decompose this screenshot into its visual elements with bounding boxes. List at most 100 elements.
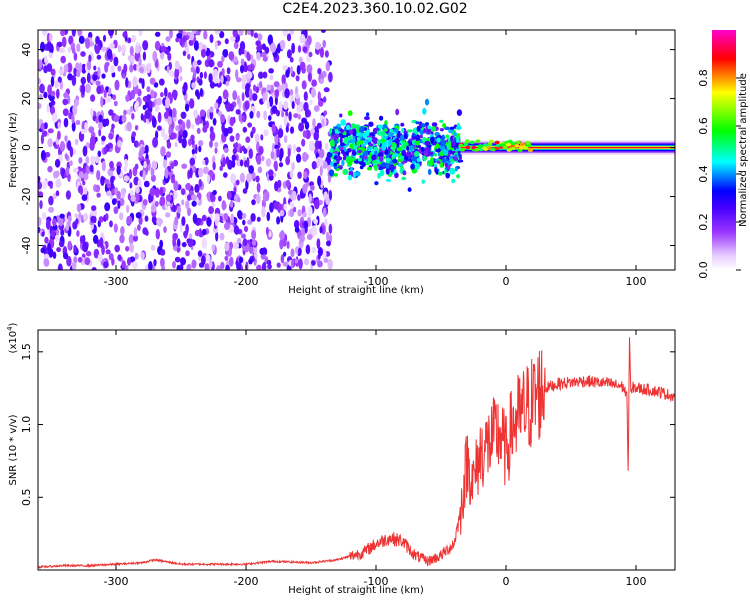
spectrogram-cell	[264, 90, 268, 102]
spectrogram-cell	[171, 132, 177, 140]
spectrogram-cell	[445, 172, 451, 179]
spectrogram-cell	[453, 156, 459, 161]
spectrogram-cell	[235, 179, 240, 186]
y-tick-label: 20	[20, 92, 33, 106]
spectrogram-cell	[225, 102, 231, 112]
spectrogram-cell	[214, 207, 221, 216]
spectrogram-cell	[456, 174, 461, 179]
spectrogram-cell	[101, 135, 106, 142]
spectrogram-cell	[385, 168, 390, 175]
spectrogram-cell	[101, 245, 105, 255]
spectrogram-cell	[60, 55, 66, 64]
spectrogram-cell	[149, 77, 156, 85]
spectrogram-cell	[295, 86, 299, 96]
spectrogram-cell	[360, 143, 366, 147]
spectrogram-cell	[371, 149, 375, 155]
y-tick-label: -40	[20, 237, 33, 255]
spectrogram-cell	[38, 102, 42, 110]
spectrogram-cell	[73, 244, 77, 254]
spectrogram-cell	[373, 146, 379, 151]
spectrogram-cell	[42, 30, 47, 37]
spectrogram-cell	[181, 129, 188, 139]
spectrogram-cell	[125, 77, 129, 88]
spectrogram-cell	[311, 79, 317, 87]
spectrogram-cell	[203, 166, 209, 175]
spectrogram-cell	[90, 107, 94, 118]
spectrogram-cell	[101, 46, 107, 52]
spectrogram-cell	[198, 78, 203, 86]
spectrogram-cell	[204, 263, 210, 270]
spectrogram-cell	[279, 151, 283, 162]
spectrogram-cell	[142, 227, 148, 235]
spectrogram-cell	[244, 160, 248, 168]
spectrogram-cell	[286, 49, 292, 59]
spectrogram-cell	[266, 211, 271, 222]
spectrogram-cell	[270, 150, 275, 160]
spectrogram-cell	[456, 109, 462, 116]
spectrogram-cell	[95, 35, 100, 45]
x-tick-label: -300	[104, 575, 129, 588]
spectrogram-cell	[156, 125, 162, 131]
spectrogram-cell	[345, 124, 351, 131]
spectrogram-cell	[89, 140, 95, 151]
spectrogram-cell	[64, 153, 68, 160]
spectrogram-cell	[421, 179, 425, 184]
spectrogram-cell	[100, 232, 105, 239]
spectrogram-cell	[205, 254, 211, 262]
spectrogram-cell	[137, 224, 141, 231]
snr-series-line	[38, 337, 675, 570]
spectrogram-cell	[180, 188, 186, 196]
spectrogram-cell	[178, 124, 182, 131]
spectrogram-cell	[239, 146, 243, 154]
spectrogram-cell	[160, 146, 166, 157]
spectrogram-cell	[59, 213, 65, 219]
spectrogram-cell	[193, 109, 199, 119]
spectrogram-cell	[129, 105, 134, 113]
spectrogram-cell	[120, 226, 125, 236]
spectrogram-cell	[240, 233, 246, 239]
spectrogram-cell	[140, 146, 146, 152]
spectrogram-cell	[416, 157, 421, 163]
spectrogram-cell	[436, 137, 441, 143]
spectrogram-cell	[433, 153, 438, 157]
spectrogram-cell	[359, 155, 364, 159]
spectrogram-cell	[347, 174, 353, 181]
spectrogram-cell	[307, 206, 313, 217]
spectrogram-cell	[91, 267, 97, 270]
spectrogram-cell	[510, 141, 516, 146]
spectrogram-cell	[427, 168, 432, 175]
spectrogram-cell	[357, 149, 363, 154]
spectrogram-cell	[237, 210, 243, 219]
spectrogram-cell	[274, 133, 279, 145]
spectrogram-cell	[44, 55, 48, 64]
spectrogram-cell	[223, 213, 229, 221]
spectrogram-cell	[435, 143, 440, 149]
spectrogram-cell	[435, 168, 439, 175]
spectrogram-cell	[133, 227, 138, 237]
spectrogram-cell	[63, 64, 69, 73]
spectrogram-cell	[289, 89, 294, 96]
spectrogram-cell	[350, 123, 356, 129]
spectrogram-cell	[69, 160, 73, 167]
spectrogram-cell	[189, 157, 196, 166]
spectrogram-cell	[176, 32, 183, 39]
spectrogram-cell	[149, 187, 156, 197]
spectrogram-cell	[150, 244, 156, 251]
spectrogram-cell	[102, 34, 107, 42]
spectrogram-cell	[129, 45, 134, 56]
spectrogram-cell	[333, 126, 339, 130]
spectrogram-cell	[130, 55, 135, 64]
spectrogram-cell	[415, 140, 420, 146]
spectrogram-cell	[430, 136, 435, 143]
spectrogram-cell	[305, 244, 311, 255]
spectrogram-cell	[253, 84, 257, 92]
spectrogram-cell	[301, 138, 306, 147]
spectrogram-cell	[152, 50, 158, 62]
spectrogram-cell	[201, 214, 207, 222]
spectrogram-cell	[188, 233, 193, 240]
spectrogram-cell	[197, 250, 203, 257]
spectrogram-cell	[285, 110, 289, 117]
spectrogram-cell	[448, 129, 455, 134]
spectrogram-cell	[172, 232, 179, 240]
spectrogram-cell	[233, 41, 239, 50]
